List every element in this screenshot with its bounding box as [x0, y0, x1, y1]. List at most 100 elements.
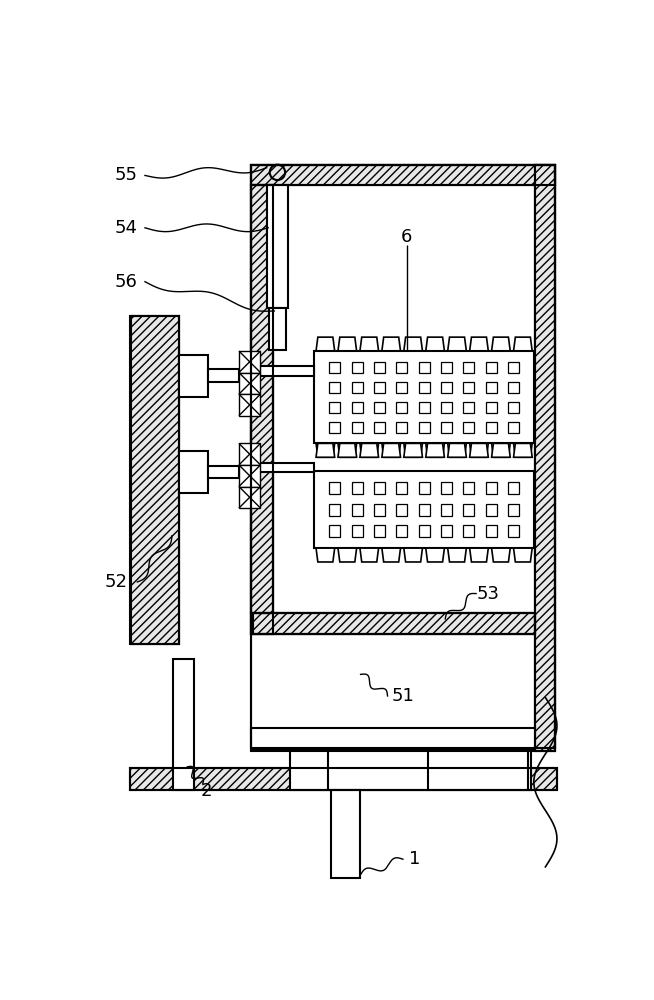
Bar: [534, 165, 555, 748]
Bar: [251, 185, 273, 613]
Polygon shape: [448, 337, 466, 351]
Polygon shape: [404, 443, 422, 457]
Bar: [508, 504, 519, 516]
Bar: [463, 362, 474, 373]
Polygon shape: [426, 443, 445, 457]
Bar: [485, 504, 496, 516]
Polygon shape: [492, 443, 510, 457]
Bar: [441, 362, 452, 373]
Bar: [208, 369, 239, 382]
Bar: [508, 525, 519, 537]
Text: 56: 56: [114, 273, 137, 291]
Text: 1: 1: [409, 850, 420, 868]
Polygon shape: [448, 443, 466, 457]
Bar: [352, 504, 363, 516]
Bar: [239, 394, 260, 416]
Bar: [329, 525, 340, 537]
Bar: [508, 362, 519, 373]
Bar: [251, 613, 534, 634]
Polygon shape: [316, 443, 335, 457]
Polygon shape: [448, 443, 466, 457]
Bar: [485, 362, 496, 373]
Bar: [129, 768, 557, 790]
Bar: [179, 451, 208, 493]
Bar: [441, 504, 452, 516]
Polygon shape: [338, 443, 356, 457]
Bar: [253, 613, 534, 634]
Polygon shape: [338, 337, 356, 351]
Text: 6: 6: [401, 228, 413, 246]
Polygon shape: [360, 337, 379, 351]
Bar: [251, 165, 555, 185]
Polygon shape: [513, 443, 532, 457]
Polygon shape: [492, 548, 510, 562]
Bar: [441, 525, 452, 537]
Bar: [129, 768, 557, 790]
Bar: [251, 165, 555, 748]
Bar: [329, 482, 340, 494]
Polygon shape: [382, 337, 400, 351]
Bar: [251, 185, 273, 634]
Polygon shape: [470, 548, 489, 562]
Bar: [329, 504, 340, 516]
Bar: [251, 728, 534, 750]
Bar: [315, 471, 534, 548]
Text: 54: 54: [114, 219, 137, 237]
Bar: [374, 504, 385, 516]
Polygon shape: [338, 548, 356, 562]
Bar: [352, 525, 363, 537]
Polygon shape: [382, 443, 400, 457]
Bar: [374, 525, 385, 537]
Bar: [508, 382, 519, 393]
Bar: [396, 402, 407, 413]
Text: 53: 53: [476, 585, 499, 603]
Bar: [374, 382, 385, 393]
Bar: [260, 366, 315, 376]
Bar: [463, 525, 474, 537]
Bar: [374, 362, 385, 373]
Bar: [396, 525, 407, 537]
Polygon shape: [360, 443, 379, 457]
Bar: [463, 504, 474, 516]
Bar: [179, 355, 208, 397]
Bar: [419, 482, 430, 494]
Bar: [441, 382, 452, 393]
Polygon shape: [360, 443, 379, 457]
Bar: [239, 465, 260, 487]
Polygon shape: [382, 548, 400, 562]
Text: 51: 51: [392, 687, 415, 705]
Bar: [129, 316, 179, 644]
Bar: [290, 750, 531, 790]
Bar: [330, 790, 360, 878]
Bar: [329, 362, 340, 373]
Bar: [485, 422, 496, 433]
Bar: [396, 504, 407, 516]
Bar: [463, 482, 474, 494]
Bar: [352, 422, 363, 433]
Bar: [374, 422, 385, 433]
Bar: [251, 185, 273, 634]
Bar: [463, 402, 474, 413]
Bar: [131, 316, 179, 644]
Bar: [485, 482, 496, 494]
Bar: [534, 165, 555, 751]
Bar: [251, 165, 555, 185]
Bar: [463, 382, 474, 393]
Bar: [251, 165, 555, 185]
Polygon shape: [492, 337, 510, 351]
Bar: [419, 362, 430, 373]
Bar: [239, 373, 260, 394]
Bar: [208, 466, 239, 478]
Polygon shape: [513, 548, 532, 562]
Bar: [352, 382, 363, 393]
Bar: [534, 165, 555, 751]
Bar: [131, 316, 179, 644]
Polygon shape: [470, 443, 489, 457]
Polygon shape: [426, 548, 445, 562]
Polygon shape: [448, 548, 466, 562]
Bar: [441, 422, 452, 433]
Bar: [441, 402, 452, 413]
Bar: [419, 525, 430, 537]
Polygon shape: [426, 337, 445, 351]
Bar: [508, 422, 519, 433]
